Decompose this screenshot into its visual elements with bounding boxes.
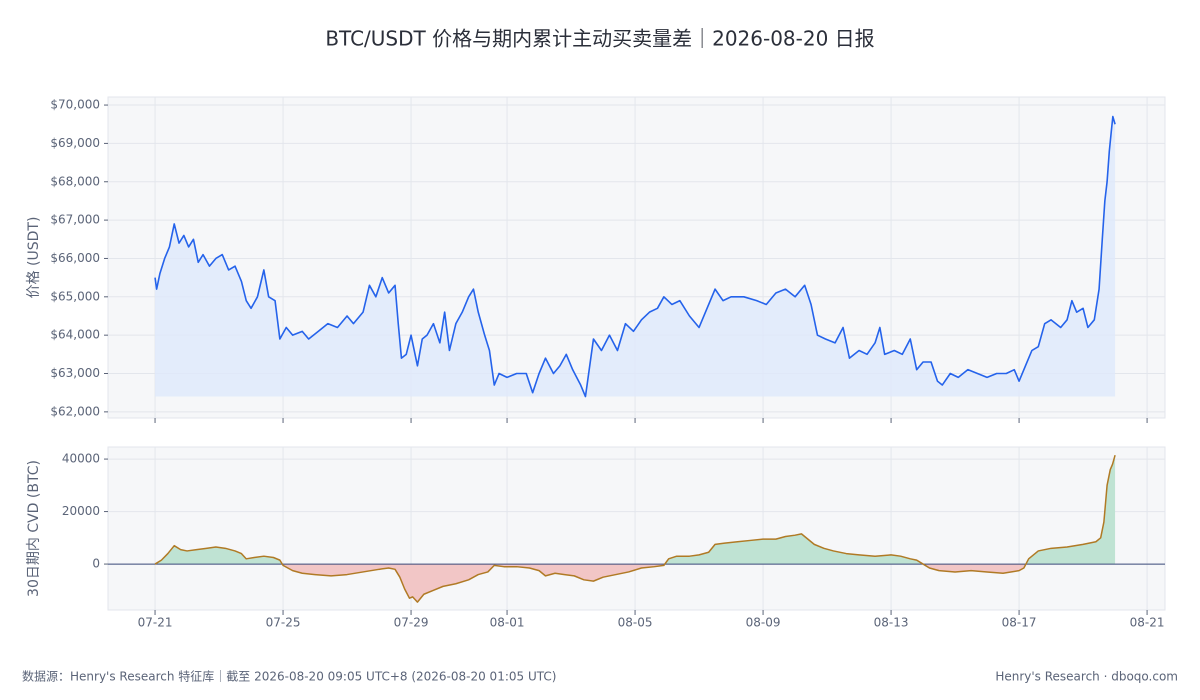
x-tick-label: 07-21 [138, 616, 173, 630]
y-axis-label: 价格 (USDT) [26, 217, 42, 299]
chart-title: BTC/USDT 价格与期内累计主动买卖量差｜2026-08-20 日报 [325, 27, 874, 51]
y-tick-label: 0 [92, 557, 100, 571]
x-tick-label: 07-25 [266, 616, 301, 630]
y-tick-label: $70,000 [50, 98, 100, 112]
y-tick-label: $65,000 [50, 289, 100, 303]
plot-area [107, 446, 1166, 611]
x-tick-label: 08-13 [874, 616, 909, 630]
y-tick-label: $67,000 [50, 213, 100, 227]
y-tick-label: $66,000 [50, 251, 100, 265]
price-area [155, 116, 1116, 397]
x-tick-label: 08-05 [618, 616, 653, 630]
y-tick-label: $69,000 [50, 136, 100, 150]
x-tick-label: 08-17 [1002, 616, 1037, 630]
footer-brand: Henry's Research · dboqo.com [995, 670, 1178, 684]
y-tick-label: $64,000 [50, 328, 100, 342]
y-tick-label: $68,000 [50, 174, 100, 188]
cvd-line [154, 454, 1116, 603]
x-tick-label: 08-09 [746, 616, 781, 630]
y-tick-label: $62,000 [50, 404, 100, 418]
x-tick-label: 08-01 [490, 616, 525, 630]
y-tick-label: $63,000 [50, 366, 100, 380]
price-line [154, 115, 1116, 398]
y-tick-label: 20000 [62, 504, 100, 518]
cvd-negative-area [155, 564, 1026, 603]
y-tick-label: 40000 [62, 452, 100, 466]
x-tick-label: 07-29 [394, 616, 429, 630]
footer-source: 数据源：Henry's Research 特征库｜截至 2026-08-20 0… [22, 669, 556, 684]
y-axis-label: 30日期内 CVD (BTC) [26, 460, 42, 597]
x-tick-label: 08-21 [1130, 616, 1165, 630]
